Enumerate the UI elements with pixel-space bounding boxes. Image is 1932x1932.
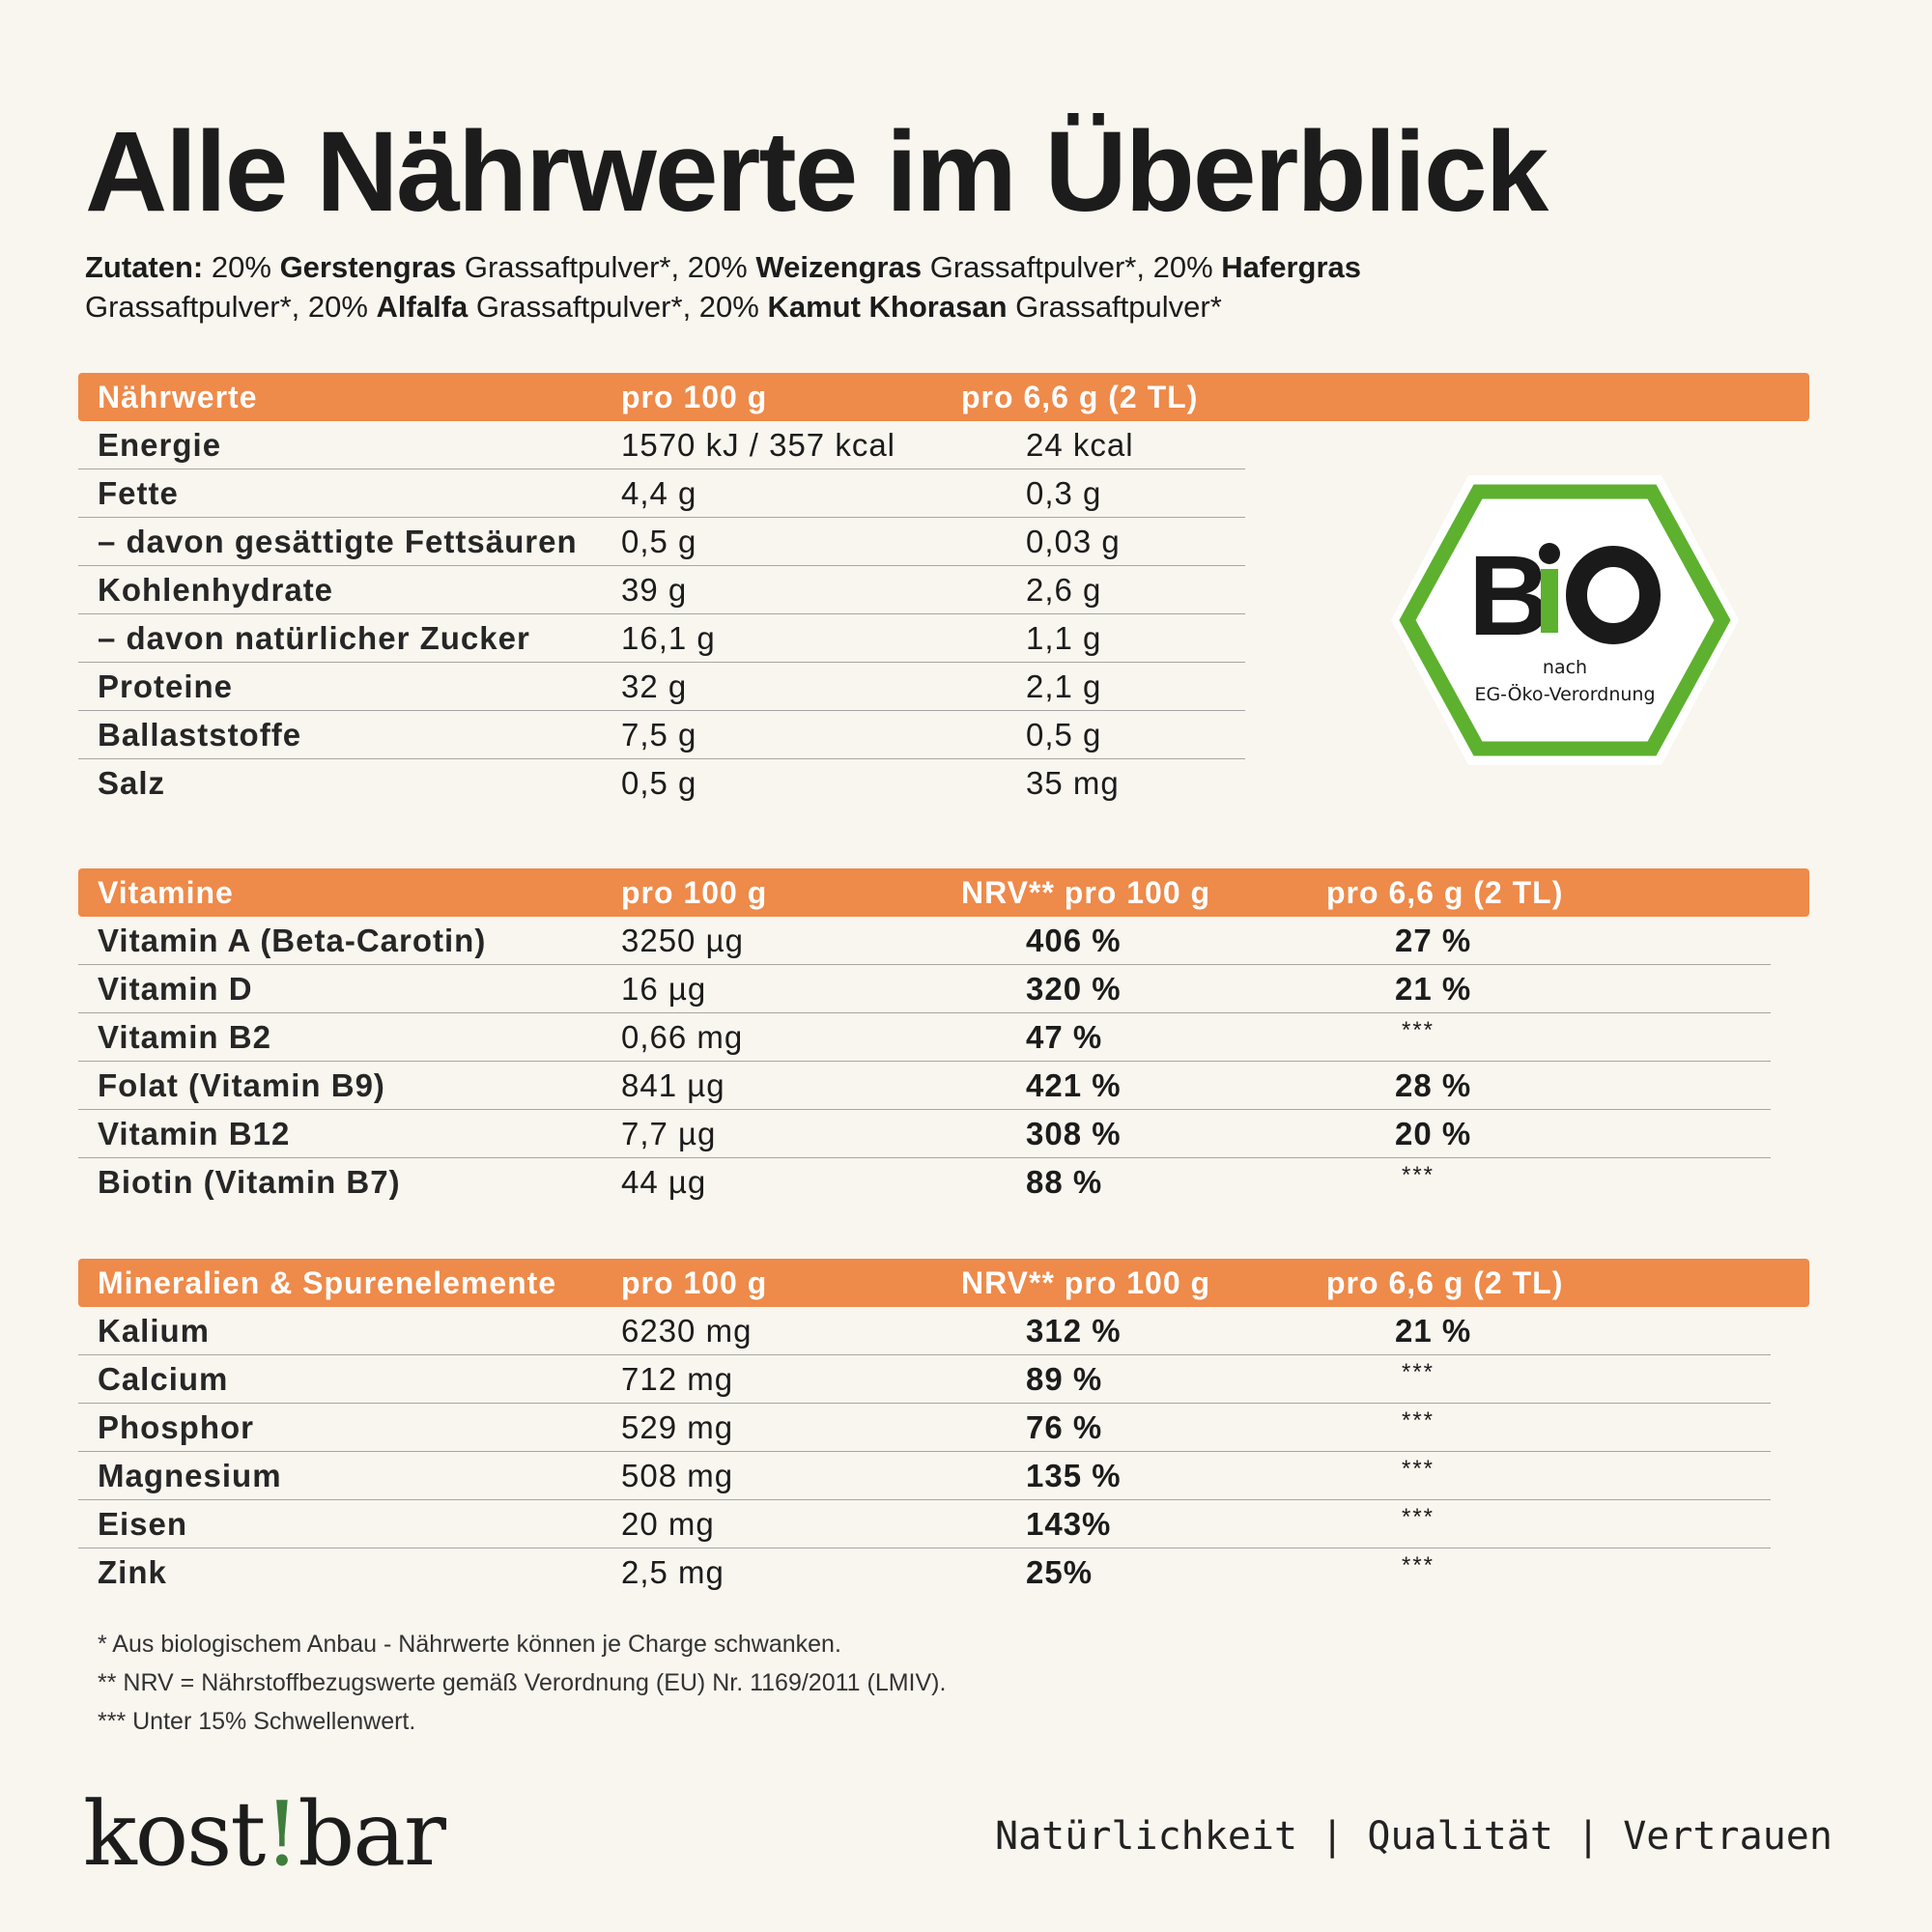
ingredient-name: Weizengras — [755, 250, 923, 284]
ingredients-label: Zutaten: — [85, 250, 204, 284]
table-row: Zink 2,5 mg 25% *** — [98, 1552, 1435, 1590]
table-row: Vitamin A (Beta-Carotin) 3250 µg 406 % 27 % — [78, 917, 1771, 965]
bio-seal-logo: B nach EG-Öko-Verordnung — [1391, 475, 1739, 765]
nutrition-header-label: Nährwerte — [98, 380, 258, 414]
vitamins-header-label: Vitamine — [98, 875, 234, 910]
tagline: Natürlichkeit | Qualität | Vertrauen — [995, 1814, 1833, 1859]
ingredient-name: Hafergras — [1221, 250, 1362, 284]
minerals-header-label: Mineralien & Spurenelemente — [98, 1265, 557, 1300]
ingredient-name: Alfalfa — [376, 290, 469, 324]
table-row: – davon natürlicher Zucker 16,1 g 1,1 g — [78, 614, 1245, 663]
minerals-header: Mineralien & Spurenelemente pro 100 g NR… — [78, 1259, 1809, 1307]
vitamins-header-perserving: pro 6,6 g (2 TL) — [1326, 875, 1564, 910]
vitamins-table: Vitamine pro 100 g NRV** pro 100 g pro 6… — [78, 868, 1809, 1206]
footnotes: * Aus biologischem Anbau - Nährwerte kön… — [98, 1625, 946, 1741]
table-row: – davon gesättigte Fettsäuren 0,5 g 0,03 g — [78, 518, 1245, 566]
vitamins-header-per100: pro 100 g — [621, 875, 768, 910]
nutrition-table: Nährwerte pro 100 g pro 6,6 g (2 TL) Ene… — [78, 373, 1809, 807]
footnote: * Aus biologischem Anbau - Nährwerte kön… — [98, 1631, 841, 1658]
minerals-header-perserving: pro 6,6 g (2 TL) — [1326, 1265, 1564, 1300]
table-row: Calcium 712 mg 89 % *** — [78, 1355, 1771, 1404]
nutrition-header-per100: pro 100 g — [621, 380, 768, 414]
table-row: Salz 0,5 g 35 mg — [98, 765, 1120, 801]
minerals-header-per100: pro 100 g — [621, 1265, 768, 1300]
table-row: Biotin (Vitamin B7) 44 µg 88 % *** — [98, 1162, 1435, 1200]
table-row: Ballaststoffe 7,5 g 0,5 g — [78, 711, 1245, 759]
minerals-header-nrv: NRV** pro 100 g — [961, 1265, 1211, 1300]
table-row: Magnesium 508 mg 135 % *** — [78, 1452, 1771, 1500]
vitamins-header-nrv: NRV** pro 100 g — [961, 875, 1211, 910]
footnote: ** NRV = Nährstoffbezugswerte gemäß Vero… — [98, 1669, 947, 1696]
page-title: Alle Nährwerte im Überblick — [85, 108, 1548, 236]
ingredient-name: Kamut Khorasan — [767, 290, 1008, 324]
brand-logo: kost!bar — [83, 1782, 446, 1886]
table-row: Vitamin B12 7,7 µg 308 % 20 % — [78, 1110, 1771, 1158]
nutrition-header-perserving: pro 6,6 g (2 TL) — [961, 380, 1199, 414]
table-row: Phosphor 529 mg 76 % *** — [78, 1404, 1771, 1452]
vitamins-header: Vitamine pro 100 g NRV** pro 100 g pro 6… — [78, 868, 1809, 917]
table-row: Fette 4,4 g 0,3 g — [78, 469, 1245, 518]
bio-seal-sub2: EG-Öko-Verordnung — [1474, 683, 1655, 705]
table-row: Proteine 32 g 2,1 g — [78, 663, 1245, 711]
nutrition-header: Nährwerte pro 100 g pro 6,6 g (2 TL) — [78, 373, 1809, 421]
table-row: Kohlenhydrate 39 g 2,6 g — [78, 566, 1245, 614]
ingredient-name: Gerstengras — [279, 250, 457, 284]
table-row: Vitamin B2 0,66 mg 47 % *** — [78, 1013, 1771, 1062]
bio-seal-sub1: nach — [1543, 657, 1587, 678]
table-row: Vitamin D 16 µg 320 % 21 % — [78, 965, 1771, 1013]
table-row: Eisen 20 mg 143% *** — [78, 1500, 1771, 1548]
table-row: Energie 1570 kJ / 357 kcal 24 kcal — [78, 421, 1245, 469]
footnote: *** Unter 15% Schwellenwert. — [98, 1708, 416, 1735]
ingredients-text: Zutaten: 20% Gerstengras Grassaftpulver*… — [85, 250, 1362, 324]
table-row: Folat (Vitamin B9) 841 µg 421 % 28 % — [78, 1062, 1771, 1110]
table-row: Kalium 6230 mg 312 % 21 % — [78, 1307, 1771, 1355]
minerals-table: Mineralien & Spurenelemente pro 100 g NR… — [78, 1259, 1809, 1596]
svg-text:B: B — [1468, 532, 1546, 660]
